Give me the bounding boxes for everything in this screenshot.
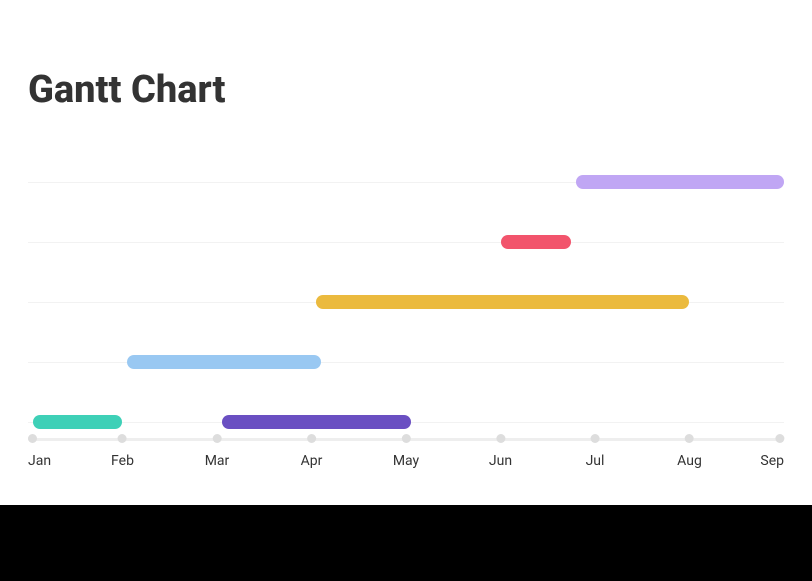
x-axis-tick-label: May	[393, 453, 419, 469]
gantt-plot: Jan Feb Mar Apr May Jun Jul Aug Sep	[28, 122, 784, 484]
x-axis-tick: Feb	[111, 434, 134, 469]
x-axis-tick-dot	[307, 434, 316, 443]
chart-title: Gantt Chart	[0, 0, 812, 122]
row-gridline	[28, 242, 784, 243]
x-axis-tick-label: Sep	[760, 453, 784, 469]
x-axis-tick-label: Jun	[489, 453, 512, 469]
x-axis-tick: Jan	[28, 434, 51, 469]
x-axis-tick-dot	[685, 434, 694, 443]
gantt-bar	[222, 415, 411, 429]
x-axis: Jan Feb Mar Apr May Jun Jul Aug Sep	[28, 434, 784, 484]
x-axis-tick-dot	[775, 434, 784, 443]
gantt-bar	[501, 235, 572, 249]
x-axis-tick-label: Jul	[586, 453, 605, 469]
x-axis-tick-dot	[28, 434, 37, 443]
gantt-bar	[33, 415, 123, 429]
x-axis-tick: Mar	[205, 434, 230, 469]
x-axis-tick-dot	[401, 434, 410, 443]
x-axis-tick-dot	[496, 434, 505, 443]
x-axis-tick-dot	[213, 434, 222, 443]
gantt-rows	[28, 122, 784, 422]
x-axis-tick: May	[393, 434, 419, 469]
gantt-bar	[316, 295, 689, 309]
x-axis-tick-dot	[118, 434, 127, 443]
x-axis-tick-label: Mar	[205, 453, 230, 469]
x-axis-tick-label: Apr	[301, 453, 323, 469]
gantt-bar	[576, 175, 784, 189]
x-axis-tick: Jul	[586, 434, 605, 469]
x-axis-tick: Jun	[489, 434, 512, 469]
x-axis-tick-label: Aug	[677, 453, 702, 469]
x-axis-tick: Sep	[760, 434, 784, 469]
x-axis-tick-label: Jan	[28, 453, 51, 469]
gantt-bar	[127, 355, 321, 369]
page: Gantt Chart Jan Feb Mar Apr May Jun Jul Aug Sep	[0, 0, 812, 581]
x-axis-tick-label: Feb	[111, 453, 134, 469]
chart-card: Gantt Chart Jan Feb Mar Apr May Jun Jul Aug Sep	[0, 0, 812, 505]
x-axis-tick: Apr	[301, 434, 323, 469]
x-axis-tick-dot	[590, 434, 599, 443]
x-axis-tick: Aug	[677, 434, 702, 469]
